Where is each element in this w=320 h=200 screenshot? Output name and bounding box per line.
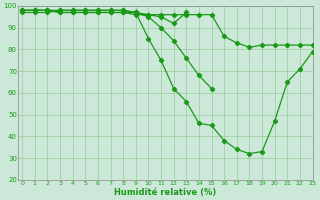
X-axis label: Humidité relative (%): Humidité relative (%) [114,188,217,197]
